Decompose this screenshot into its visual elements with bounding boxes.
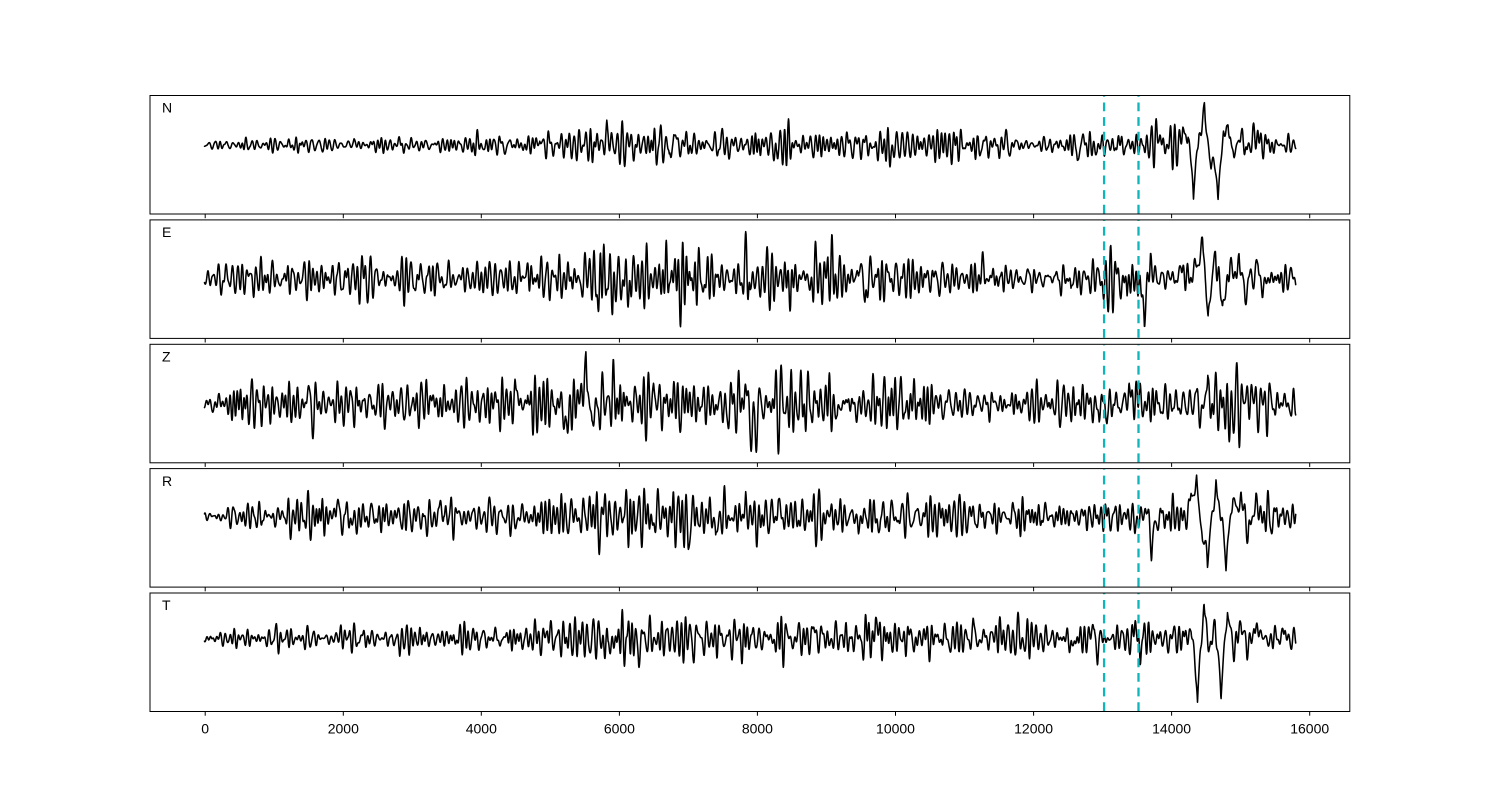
svg-text:2000: 2000 — [328, 721, 359, 737]
svg-text:4000: 4000 — [466, 721, 497, 737]
svg-text:8000: 8000 — [742, 721, 773, 737]
svg-text:0: 0 — [201, 721, 209, 737]
svg-text:N: N — [162, 100, 172, 116]
svg-text:14000: 14000 — [1152, 721, 1191, 737]
svg-text:T: T — [162, 597, 171, 613]
svg-text:6000: 6000 — [604, 721, 635, 737]
svg-text:E: E — [162, 224, 171, 240]
svg-text:Z: Z — [162, 349, 171, 365]
svg-text:12000: 12000 — [1014, 721, 1053, 737]
svg-text:16000: 16000 — [1290, 721, 1329, 737]
svg-text:R: R — [162, 473, 172, 489]
svg-text:10000: 10000 — [876, 721, 915, 737]
